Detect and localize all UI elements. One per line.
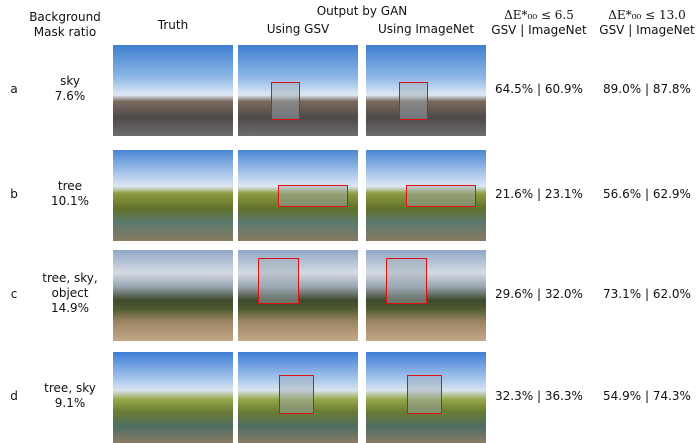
mask-ratio: 9.1% xyxy=(54,396,86,410)
row-label: c xyxy=(10,287,18,301)
background-type: sky xyxy=(60,74,80,88)
row-background: sky 7.6% xyxy=(30,74,110,104)
metric-sub: GSV | ImageNet xyxy=(599,23,695,37)
gsv-output-image xyxy=(238,45,358,136)
metric-6.5-value: 64.5% | 60.9% xyxy=(495,82,583,96)
background-type: tree xyxy=(57,179,83,193)
mask-region-box xyxy=(279,375,314,414)
header-mask-ratio: Mask ratio xyxy=(33,25,97,39)
background-type: tree, sky xyxy=(44,381,96,395)
metric-6.5-value: 21.6% | 23.1% xyxy=(495,187,583,201)
mask-region-box xyxy=(386,258,427,304)
row-label: d xyxy=(10,389,18,403)
row-background: tree, sky 9.1% xyxy=(30,381,110,411)
metric-13.0-value: 56.6% | 62.9% xyxy=(603,187,691,201)
mask-ratio: 10.1% xyxy=(50,194,90,208)
header-metric-13.0: ΔE*₀₀ ≤ 13.0 GSV | ImageNet xyxy=(592,8,700,38)
metric-label: ΔE*₀₀ ≤ 6.5 xyxy=(504,8,574,22)
imagenet-output-image xyxy=(366,45,486,136)
header-using-imagenet: Using ImageNet xyxy=(377,22,475,36)
header-truth: Truth xyxy=(157,18,189,32)
row-background: tree, sky, object 14.9% xyxy=(30,271,110,316)
mask-ratio: 14.9% xyxy=(50,301,90,315)
header-metric-6.5: ΔE*₀₀ ≤ 6.5 GSV | ImageNet xyxy=(484,8,594,38)
truth-image xyxy=(113,250,233,341)
row-label: a xyxy=(10,82,18,96)
gsv-output-image xyxy=(238,150,358,241)
mask-region-box xyxy=(399,82,428,120)
truth-image xyxy=(113,352,233,443)
mask-region-box xyxy=(406,185,476,207)
header-background: Background Mask ratio xyxy=(20,10,110,40)
metric-6.5-value: 29.6% | 32.0% xyxy=(495,287,583,301)
metric-13.0-value: 89.0% | 87.8% xyxy=(603,82,691,96)
metric-6.5-value: 32.3% | 36.3% xyxy=(495,389,583,403)
imagenet-output-image xyxy=(366,150,486,241)
metric-sub: GSV | ImageNet xyxy=(491,23,587,37)
mask-region-box xyxy=(258,258,299,304)
metric-13.0-value: 73.1% | 62.0% xyxy=(603,287,691,301)
imagenet-output-image xyxy=(366,352,486,443)
metric-13.0-value: 54.9% | 74.3% xyxy=(603,389,691,403)
row-label: b xyxy=(10,187,18,201)
gsv-output-image xyxy=(238,352,358,443)
background-type: tree, sky, object xyxy=(42,271,98,300)
header-background-text: Background xyxy=(29,10,101,24)
truth-image xyxy=(113,150,233,241)
imagenet-output-image xyxy=(366,250,486,341)
truth-image xyxy=(113,45,233,136)
header-using-gsv: Using GSV xyxy=(266,22,330,36)
mask-region-box xyxy=(271,82,300,120)
gsv-output-image xyxy=(238,250,358,341)
mask-region-box xyxy=(278,185,348,207)
header-output-by-gan: Output by GAN xyxy=(316,4,408,18)
row-background: tree 10.1% xyxy=(30,179,110,209)
metric-label: ΔE*₀₀ ≤ 13.0 xyxy=(608,8,686,22)
mask-ratio: 7.6% xyxy=(54,89,86,103)
mask-region-box xyxy=(407,375,442,414)
